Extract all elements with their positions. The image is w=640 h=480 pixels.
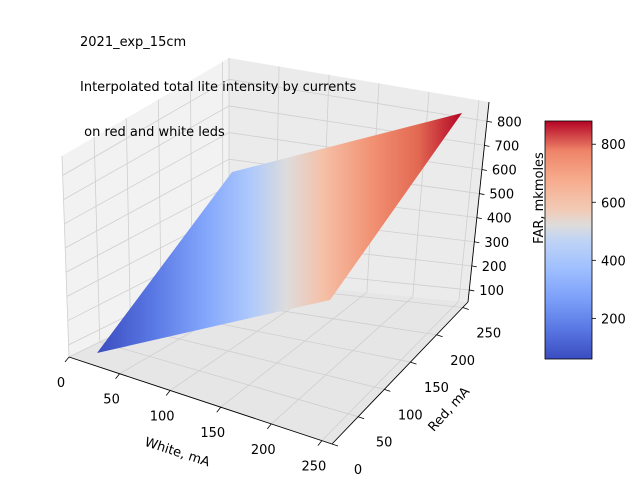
z-grid-line [63, 105, 230, 200]
z-tick [479, 193, 485, 195]
y-tick [384, 389, 391, 392]
y-grid-line [125, 118, 131, 328]
x-grid-line [458, 100, 480, 302]
z-tick-label: 800 [497, 115, 522, 130]
z-tick [486, 120, 493, 123]
z-tick [476, 217, 482, 220]
z-grid-line [65, 158, 230, 249]
colorbar-tick-label: 400 [601, 254, 626, 269]
y-tick [436, 334, 443, 338]
y-tick-label: 100 [398, 408, 423, 423]
x-tick-label: 250 [301, 460, 326, 475]
x-grid-line [271, 296, 414, 425]
z-tick-label: 500 [489, 188, 514, 203]
axis-edge [68, 356, 333, 445]
z-tick-label: 100 [479, 284, 504, 299]
colorbar-tick-label: 800 [601, 138, 626, 153]
y-tick-label: 250 [476, 326, 501, 341]
z-tick [471, 265, 477, 268]
x-tick-label: 150 [200, 426, 225, 441]
colorbar-tick-label: 200 [601, 312, 626, 327]
y-tick [358, 416, 365, 420]
colorbar-tick-label: 600 [601, 196, 626, 211]
y-grid-line [61, 155, 70, 358]
chart-title: 2021_exp_15cm Interpolated total lite in… [80, 5, 356, 155]
title-line-2: Interpolated total lite intensity by cur… [80, 80, 357, 95]
x-grid-line [220, 291, 368, 408]
z-tick-label: 400 [487, 212, 512, 227]
surface-plane [97, 113, 462, 353]
axis-lines [68, 101, 490, 445]
z-tick [474, 241, 480, 244]
y-tick-label: 50 [376, 436, 393, 451]
y-tick-label: 200 [450, 354, 475, 369]
z-tick-label: 600 [492, 163, 517, 178]
y-tick [462, 307, 469, 310]
y-grid-line [130, 326, 385, 390]
axis-edge [467, 101, 490, 303]
x-tick [165, 390, 171, 396]
y-grid-line [99, 341, 359, 418]
x-tick [216, 406, 222, 413]
z-tick [481, 169, 487, 171]
y-tick-label: 150 [424, 381, 449, 396]
z-tick [469, 289, 475, 292]
x-tick-label: 100 [150, 409, 175, 424]
x-tick-label: 0 [57, 376, 65, 391]
x-tick [115, 373, 120, 379]
z-tick-label: 200 [482, 260, 507, 275]
title-line-1: 2021_exp_15cm [80, 35, 187, 50]
y-grid-line [93, 137, 101, 343]
z-grid-line [64, 132, 230, 225]
colorbar-ticks: 200 400 600 800 [592, 138, 626, 327]
y-tick-label: 0 [354, 463, 362, 478]
y-tick [410, 361, 417, 365]
z-grid-line [65, 185, 230, 273]
z-tick-label: 700 [494, 139, 519, 154]
y-tick [331, 443, 339, 447]
x-tick [317, 440, 323, 446]
x-tick [64, 356, 70, 363]
z-axis-label: FAR, mkmoles [532, 152, 547, 244]
z-tick-label: 300 [484, 236, 509, 251]
x-tick [266, 423, 272, 430]
title-line-3: on red and white leds [80, 125, 225, 140]
z-grid-line [228, 78, 488, 122]
axis-edge [331, 301, 469, 445]
z-tick [484, 144, 490, 147]
x-tick-label: 200 [251, 443, 276, 458]
z-grid-line [62, 78, 230, 176]
x-grid-line [321, 300, 460, 441]
colorbar [544, 120, 593, 360]
x-tick-label: 50 [103, 393, 120, 408]
